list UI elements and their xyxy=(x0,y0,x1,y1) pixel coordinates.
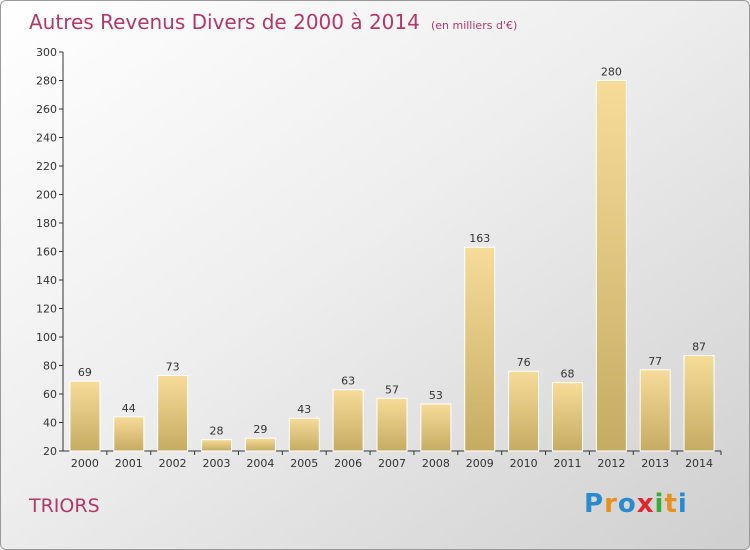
x-tick-label: 2000 xyxy=(71,457,99,470)
data-label-2012: 280 xyxy=(601,66,622,79)
x-tick-label: 2005 xyxy=(290,457,318,470)
bar-2008 xyxy=(420,403,452,452)
y-tick-label: 300 xyxy=(36,46,57,59)
y-tick-label: 180 xyxy=(36,217,57,230)
y-tick-label: 280 xyxy=(36,75,57,88)
y-tick-label: 160 xyxy=(36,246,57,259)
y-tick-label: 260 xyxy=(36,103,57,116)
y-tick-label: 120 xyxy=(36,303,57,316)
x-tick-label: 2007 xyxy=(378,457,406,470)
chart-bars xyxy=(69,80,715,452)
x-tick-label: 2003 xyxy=(203,457,231,470)
data-label-2003: 28 xyxy=(210,425,224,438)
data-label-2000: 69 xyxy=(78,366,92,379)
chart-axes: 20 40 60 80 100 120 140 160 180 200 220 240 260 280 30… xyxy=(36,46,722,470)
bar-2003 xyxy=(201,439,233,452)
x-tick-label: 2014 xyxy=(685,457,713,470)
data-label-2008: 53 xyxy=(429,389,443,402)
y-tick-label: 20 xyxy=(43,445,57,458)
chart-subtitle: (en milliers d'€) xyxy=(430,19,518,32)
data-label-2006: 63 xyxy=(341,375,355,388)
bar-2007 xyxy=(376,397,408,452)
data-label-2001: 44 xyxy=(122,402,136,415)
bar-2012 xyxy=(595,80,627,452)
y-tick-label: 60 xyxy=(43,388,57,401)
chart-title: Autres Revenus Divers de 2000 à 2014 (en… xyxy=(29,10,517,34)
data-label-2010: 76 xyxy=(517,356,531,369)
bar-2006 xyxy=(332,389,364,452)
data-label-2013: 77 xyxy=(648,355,662,368)
logo-letter: P xyxy=(584,489,605,519)
y-tick-label: 100 xyxy=(36,331,57,344)
chart-data-labels: 69 44 73 28 29 43 63 57 53 163 76 68 280 77 87 xyxy=(78,66,706,438)
data-label-2014: 87 xyxy=(692,341,706,354)
x-tick-label: 2002 xyxy=(159,457,187,470)
bar-2009 xyxy=(464,246,496,452)
x-tick-label: 2013 xyxy=(641,457,669,470)
x-tick-label: 2011 xyxy=(553,457,581,470)
logo-letter: t xyxy=(664,489,678,519)
data-label-2007: 57 xyxy=(385,383,399,396)
bar-2014 xyxy=(683,355,715,452)
town-name: TRIORS xyxy=(29,495,100,517)
data-label-2011: 68 xyxy=(560,368,574,381)
bar-2013 xyxy=(639,369,671,452)
data-label-2004: 29 xyxy=(253,423,267,436)
y-tick-label: 240 xyxy=(36,132,57,145)
bar-2002 xyxy=(157,374,189,452)
bar-2004 xyxy=(244,437,276,452)
x-tick-label: 2012 xyxy=(597,457,625,470)
logo-letter: i xyxy=(677,489,688,519)
x-tick-label: 2006 xyxy=(334,457,362,470)
y-tick-label: 220 xyxy=(36,160,57,173)
bar-2010 xyxy=(508,370,540,452)
bar-2000 xyxy=(69,380,101,452)
x-tick-label: 2008 xyxy=(422,457,450,470)
y-tick-label: 80 xyxy=(43,360,57,373)
logo-letter: o xyxy=(617,489,637,519)
y-tick-label: 200 xyxy=(36,189,57,202)
x-tick-label: 2004 xyxy=(246,457,274,470)
x-tick-label: 2001 xyxy=(115,457,143,470)
proxiti-logo: Proxiti xyxy=(584,489,688,519)
y-tick-label: 40 xyxy=(43,417,57,430)
logo-letter: r xyxy=(604,489,618,519)
bar-2001 xyxy=(113,416,145,452)
x-tick-label: 2009 xyxy=(466,457,494,470)
chart-title-main: Autres Revenus Divers de 2000 à 2014 xyxy=(29,10,420,34)
bar-2011 xyxy=(551,382,583,452)
data-label-2005: 43 xyxy=(297,403,311,416)
data-label-2002: 73 xyxy=(166,360,180,373)
logo-letter: i xyxy=(654,489,665,519)
data-label-2009: 163 xyxy=(469,232,490,245)
y-tick-label: 140 xyxy=(36,274,57,287)
bar-2005 xyxy=(288,417,320,452)
x-tick-label: 2010 xyxy=(510,457,538,470)
logo-letter: x xyxy=(636,489,655,519)
